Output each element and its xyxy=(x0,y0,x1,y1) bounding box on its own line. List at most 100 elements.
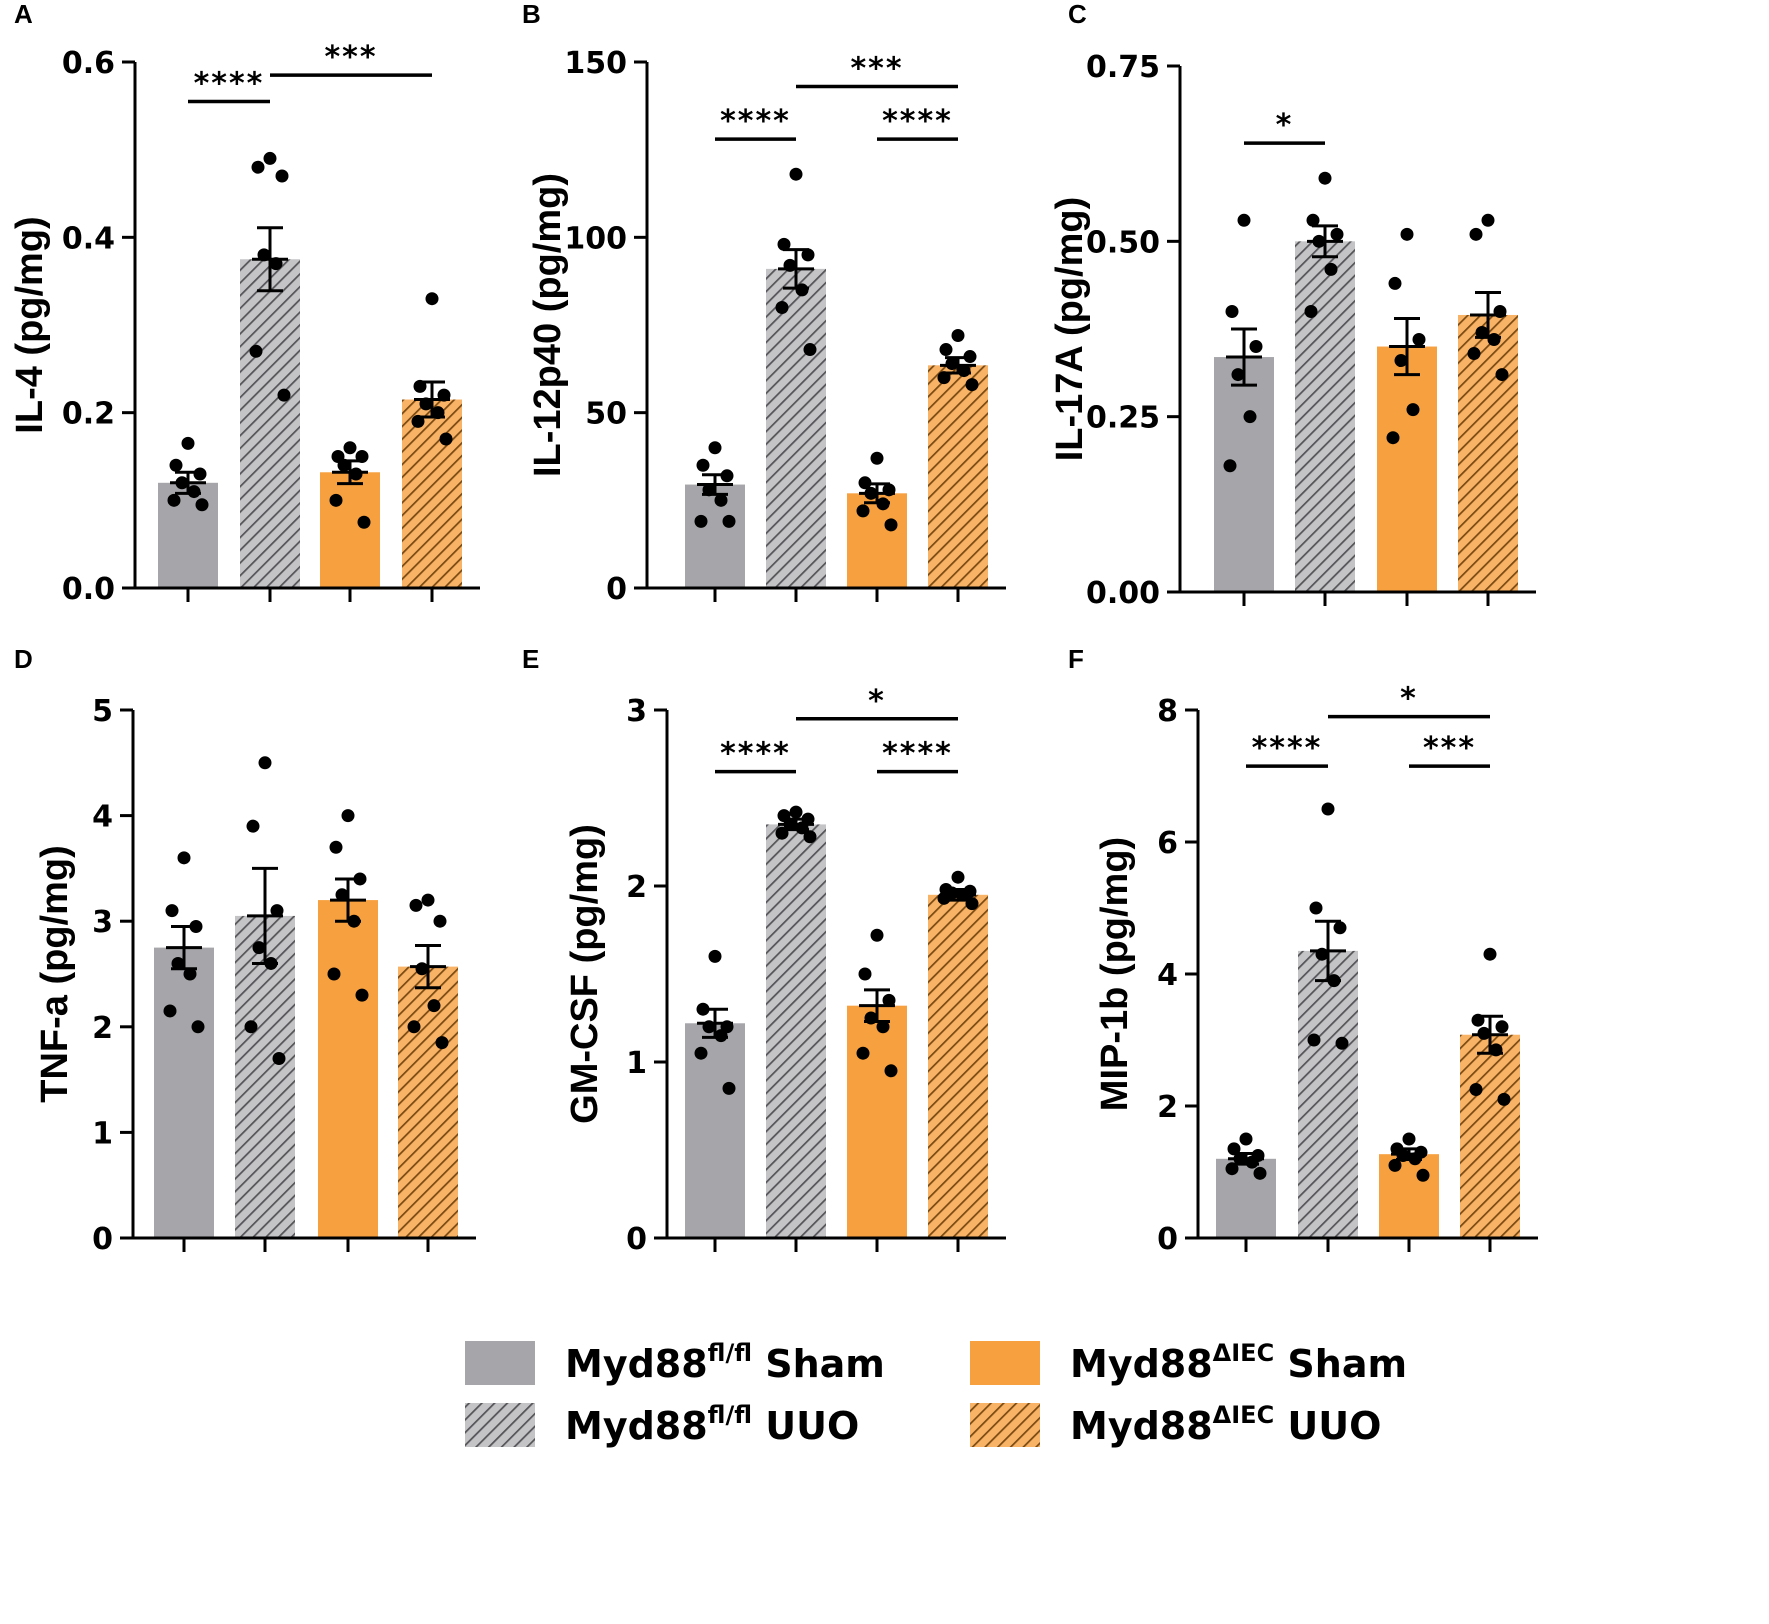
data-point xyxy=(269,257,283,271)
data-point xyxy=(1400,227,1414,241)
data-point xyxy=(1483,947,1497,961)
significance-bracket: *** xyxy=(270,40,432,77)
y-axis-title: IL-12p40 (pg/mg) xyxy=(527,173,569,477)
data-point xyxy=(353,872,367,886)
significance-label: * xyxy=(868,684,886,719)
data-point xyxy=(1386,431,1400,445)
data-point xyxy=(1233,1152,1247,1166)
legend-item: Myd88ΔIEC UUO xyxy=(970,1401,1381,1448)
y-tick-label: 2 xyxy=(92,1011,113,1046)
data-point xyxy=(431,406,445,420)
data-point xyxy=(411,414,425,428)
legend: Myd88fl/fl Sham Myd88fl/fl UUO Myd88ΔIEC S… xyxy=(465,1339,1407,1448)
significance-label: * xyxy=(1400,682,1418,717)
data-point xyxy=(937,891,951,905)
data-point xyxy=(714,1029,728,1043)
data-point xyxy=(937,371,951,385)
y-axis-title: MIP-1b (pg/mg) xyxy=(1094,837,1136,1111)
data-point xyxy=(864,486,878,500)
data-point xyxy=(1477,1026,1491,1040)
data-point xyxy=(165,904,179,918)
significance-label: **** xyxy=(882,104,953,139)
y-axis-title: TNF-a (pg/mg) xyxy=(34,845,76,1103)
data-point xyxy=(884,518,898,532)
bar-fl_sham xyxy=(154,947,214,1238)
data-point xyxy=(409,898,423,912)
panel-letter: E xyxy=(522,644,539,674)
data-point xyxy=(963,350,977,364)
bar-fl_uuo xyxy=(235,915,295,1238)
significance-label: **** xyxy=(194,66,265,101)
data-point xyxy=(696,1002,710,1016)
panel-letter: C xyxy=(1068,0,1087,29)
y-tick-label: 2 xyxy=(1157,1090,1178,1125)
error-bar xyxy=(252,226,288,293)
bar-fl_sham xyxy=(158,482,218,588)
legend-label: Myd88fl/fl Sham xyxy=(565,1339,885,1386)
significance-bracket: * xyxy=(1244,108,1325,145)
data-point xyxy=(187,485,201,499)
data-point xyxy=(1333,921,1347,935)
bar-iec_uuo xyxy=(398,966,458,1238)
data-point xyxy=(1324,262,1338,276)
data-point xyxy=(858,476,872,490)
data-point xyxy=(957,888,971,902)
data-point xyxy=(1243,410,1257,424)
panel-c: C 0.00 0.25 0.50 0.75 IL-17A (pg/mg) * xyxy=(1049,0,1536,611)
data-point xyxy=(856,1046,870,1060)
panel-letter: F xyxy=(1068,644,1084,674)
bar-iec_sham xyxy=(320,472,380,588)
legend-label: Myd88ΔIEC UUO xyxy=(1070,1401,1381,1448)
data-point xyxy=(965,897,979,911)
data-point xyxy=(876,497,890,511)
panel-d: D 0 1 2 3 4 5 TNF-a (pg/mg) xyxy=(14,644,476,1257)
data-point xyxy=(1225,304,1239,318)
legend-swatch xyxy=(970,1341,1040,1385)
data-point xyxy=(355,988,369,1002)
data-point xyxy=(425,292,439,306)
bar-iec_uuo xyxy=(928,365,988,588)
data-point xyxy=(1469,1083,1483,1096)
y-tick-label: 2 xyxy=(626,870,647,905)
bar-iec_uuo xyxy=(1458,314,1518,592)
legend-swatch xyxy=(970,1403,1040,1447)
data-point xyxy=(1388,1158,1402,1172)
y-axis-title: IL-4 (pg/mg) xyxy=(9,216,51,433)
data-point xyxy=(1402,1132,1416,1146)
data-point xyxy=(1327,974,1341,988)
significance-label: **** xyxy=(1252,731,1323,766)
data-point xyxy=(183,967,197,981)
data-point xyxy=(945,357,959,371)
bar-iec_uuo xyxy=(928,894,988,1238)
bar-iec_sham xyxy=(847,1005,907,1238)
data-point xyxy=(175,476,189,490)
data-point xyxy=(856,504,870,518)
significance-label: **** xyxy=(882,737,953,772)
data-point xyxy=(415,962,429,976)
data-point xyxy=(357,515,371,529)
y-tick-label: 3 xyxy=(92,905,113,940)
significance-bracket: **** xyxy=(1246,731,1328,768)
bar-iec_sham xyxy=(1379,1154,1439,1238)
data-point xyxy=(257,248,271,262)
data-point xyxy=(435,1036,449,1050)
data-point xyxy=(1315,947,1329,961)
data-point xyxy=(1239,1132,1253,1146)
panel-a: A0.00.20.40.6IL-4 (pg/mg)******* xyxy=(9,0,480,607)
significance-bracket: *** xyxy=(796,52,958,89)
y-tick-label: 0.2 xyxy=(62,397,115,432)
y-tick-label: 50 xyxy=(585,397,627,432)
data-point xyxy=(1495,1020,1509,1034)
significance-bracket: **** xyxy=(715,104,796,141)
y-tick-label: 0.25 xyxy=(1086,401,1160,436)
data-point xyxy=(789,167,803,181)
data-point xyxy=(708,949,722,963)
data-point xyxy=(181,436,195,450)
data-point xyxy=(876,1020,890,1034)
data-point xyxy=(421,893,435,907)
data-point xyxy=(864,1011,878,1025)
data-point xyxy=(272,1051,286,1065)
y-tick-label: 8 xyxy=(1157,694,1178,729)
bar-fl_uuo xyxy=(1295,241,1355,593)
